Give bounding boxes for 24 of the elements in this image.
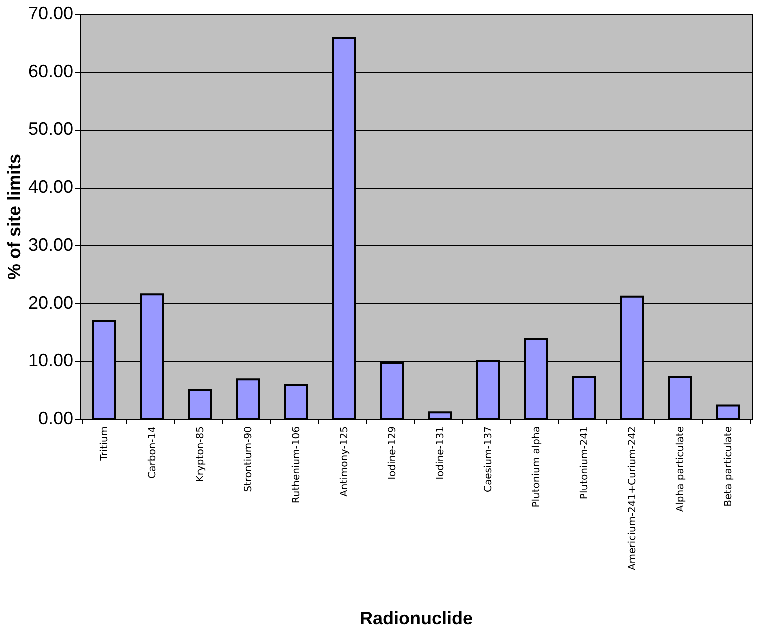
y-tick-label: 10.00: [28, 350, 74, 371]
x-tick-label: Alpha particulate: [676, 426, 686, 512]
y-tick-label: 20.00: [28, 292, 74, 313]
y-tick-label: 60.00: [28, 61, 74, 82]
x-tick-label: Iodine-129: [388, 426, 398, 480]
x-tick-label: Ruthenium-106: [292, 426, 302, 504]
x-tick-label: Antimony-125: [340, 426, 350, 498]
y-axis-title: % of site limits: [4, 154, 24, 280]
x-tick-label: Strontium-90: [244, 426, 254, 492]
x-tick-label: Plutonium alpha: [532, 426, 542, 508]
x-tick-label: Beta particulate: [724, 426, 734, 507]
y-tick-label: 0.00: [38, 408, 74, 428]
x-tick-label: Krypton-85: [196, 426, 206, 482]
y-tick-label: 40.00: [28, 177, 74, 198]
y-tick-label: 50.00: [28, 119, 74, 140]
x-tick-label: Iodine-131: [436, 426, 446, 480]
x-tick-label: Americium-241+Curium-242: [628, 426, 638, 571]
x-axis-title: Radionuclide: [360, 608, 474, 629]
x-tick-label: Carbon-14: [148, 426, 158, 479]
y-tick-label: 30.00: [28, 234, 74, 255]
x-tick-label: Caesium-137: [484, 426, 494, 493]
y-tick-label: 70.00: [28, 4, 74, 24]
x-tick-label: Plutonium-241: [580, 426, 590, 500]
x-tick-label: Tritium: [100, 426, 110, 462]
